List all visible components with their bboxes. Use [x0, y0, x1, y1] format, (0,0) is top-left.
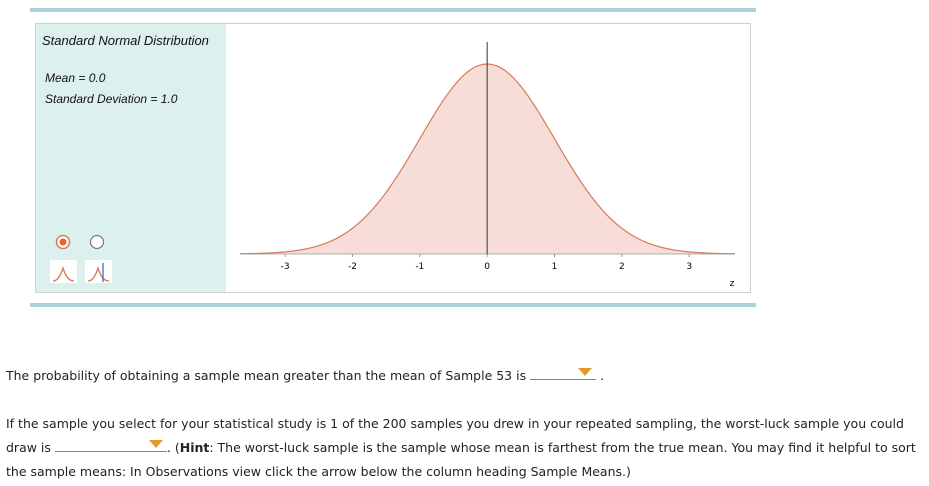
x-tick-label: 0	[484, 262, 490, 272]
top-rule	[30, 8, 756, 12]
question-text: : The worst-luck sample is the sample wh…	[6, 440, 916, 479]
icon-bg	[50, 260, 77, 283]
x-axis-label: z	[730, 279, 735, 289]
question-2: If the sample you select for your statis…	[6, 412, 921, 484]
radio-dot	[59, 238, 67, 246]
bottom-rule	[30, 303, 756, 307]
widget-title: Standard Normal Distribution	[42, 33, 209, 48]
question-text: .	[600, 368, 605, 383]
icon-curve	[87, 265, 110, 282]
icon-curve	[52, 265, 75, 282]
hint-label: Hint	[179, 440, 210, 455]
dropdown-arrow	[148, 440, 163, 448]
answer-dropdown[interactable]	[54, 437, 167, 452]
distribution-plot: -3 -2 -1 0 1 2 3 z	[239, 42, 736, 289]
question-text: The probability of obtaining a sample me…	[6, 368, 527, 383]
x-tick-label: 2	[619, 262, 625, 272]
icon-bg	[85, 260, 112, 283]
question-text: If the sample you select for your statis…	[6, 416, 904, 455]
answer-dropdown[interactable]	[530, 365, 597, 380]
view-options	[50, 234, 112, 283]
x-tick-label: -3	[281, 262, 290, 272]
sd-label: Standard Deviation = 1.0	[45, 92, 178, 106]
radio-option[interactable]	[89, 234, 105, 250]
mean-label: Mean = 0.0	[45, 71, 106, 85]
dropdown-arrow	[578, 368, 593, 376]
x-tick-label: -2	[348, 262, 357, 272]
x-tick-label: -1	[415, 262, 424, 272]
x-tick-label: 3	[686, 262, 692, 272]
question-text: . (	[166, 440, 180, 455]
x-tick-label: 1	[552, 262, 558, 272]
widget-box	[35, 23, 751, 293]
question-1: The probability of obtaining a sample me…	[6, 364, 921, 388]
